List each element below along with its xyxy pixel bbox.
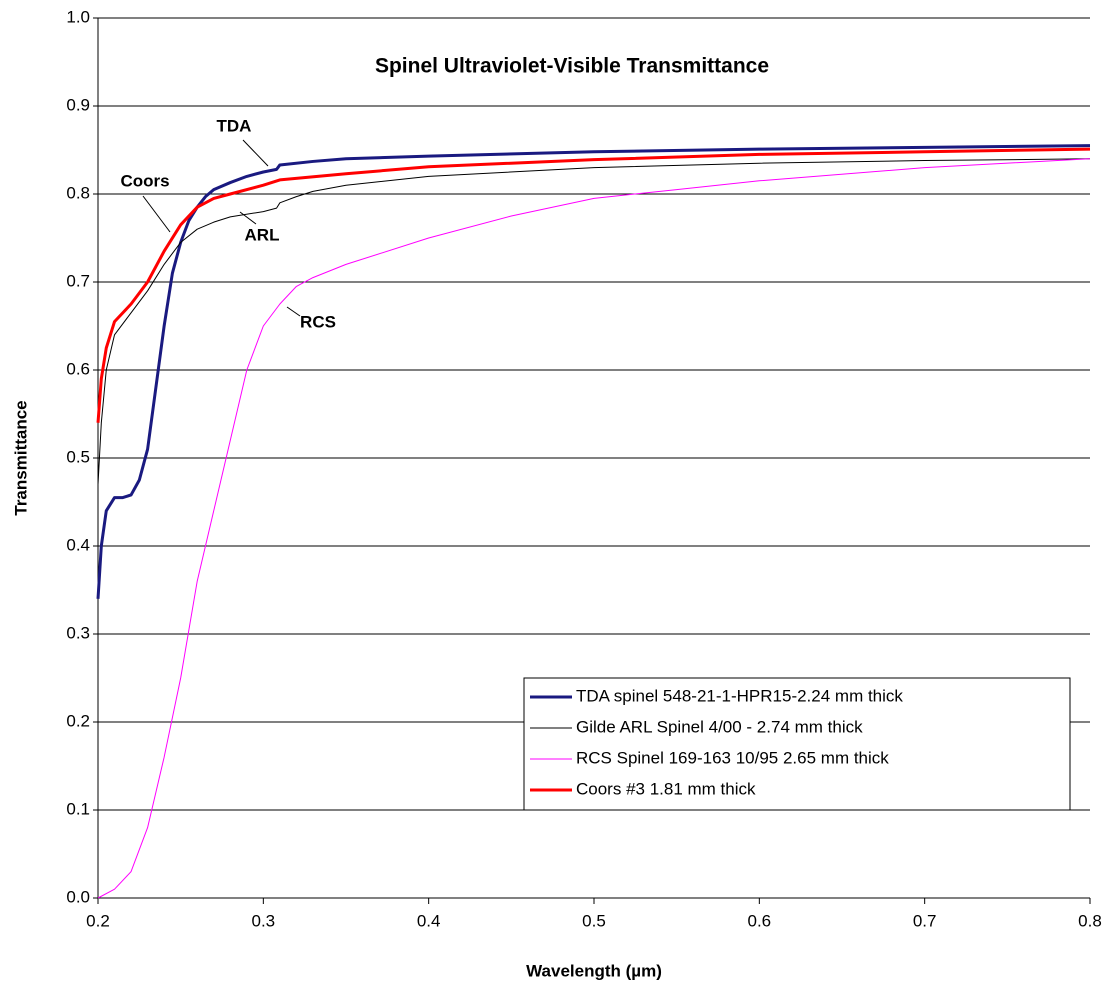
- legend-label: TDA spinel 548-21-1-HPR15-2.24 mm thick: [576, 686, 903, 705]
- legend-label: Coors #3 1.81 mm thick: [576, 779, 756, 798]
- y-axis-label: Transmittance: [11, 400, 30, 515]
- y-tick-label: 1.0: [66, 7, 90, 26]
- y-tick-label: 0.8: [66, 183, 90, 202]
- y-tick-label: 0.5: [66, 447, 90, 466]
- legend-label: RCS Spinel 169-163 10/95 2.65 mm thick: [576, 748, 889, 767]
- series-line: [97, 158, 1091, 899]
- y-tick-label: 0.0: [66, 887, 90, 906]
- x-tick-label: 0.8: [1078, 911, 1102, 930]
- annotation-leader: [239, 211, 257, 225]
- series-line: [97, 158, 1091, 485]
- chart-title: Spinel Ultraviolet-Visible Transmittance: [375, 55, 769, 78]
- x-tick-label: 0.2: [86, 911, 110, 930]
- series-line: [96, 147, 1091, 423]
- series-line: [96, 144, 1091, 599]
- y-tick-label: 0.3: [66, 623, 90, 642]
- annotation: Coors: [120, 171, 169, 190]
- annotation-leader: [242, 139, 269, 167]
- legend-label: Gilde ARL Spinel 4/00 - 2.74 mm thick: [576, 717, 863, 736]
- annotation: RCS: [300, 312, 336, 331]
- y-tick-label: 0.7: [66, 271, 90, 290]
- annotation-leader: [286, 306, 301, 317]
- y-tick-label: 0.4: [66, 535, 90, 554]
- x-tick-label: 0.7: [913, 911, 937, 930]
- x-tick-label: 0.3: [252, 911, 276, 930]
- x-tick-label: 0.4: [417, 911, 441, 930]
- x-tick-label: 0.5: [582, 911, 606, 930]
- annotation: ARL: [245, 225, 280, 244]
- y-tick-label: 0.2: [66, 711, 90, 730]
- annotation: TDA: [217, 116, 252, 135]
- y-tick-label: 0.1: [66, 799, 90, 818]
- annotation-leader: [142, 195, 171, 233]
- x-axis-label: Wavelength (µm): [526, 961, 662, 980]
- x-tick-label: 0.6: [748, 911, 772, 930]
- y-tick-label: 0.6: [66, 359, 90, 378]
- legend-box: [523, 677, 1071, 811]
- y-tick-label: 0.9: [66, 95, 90, 114]
